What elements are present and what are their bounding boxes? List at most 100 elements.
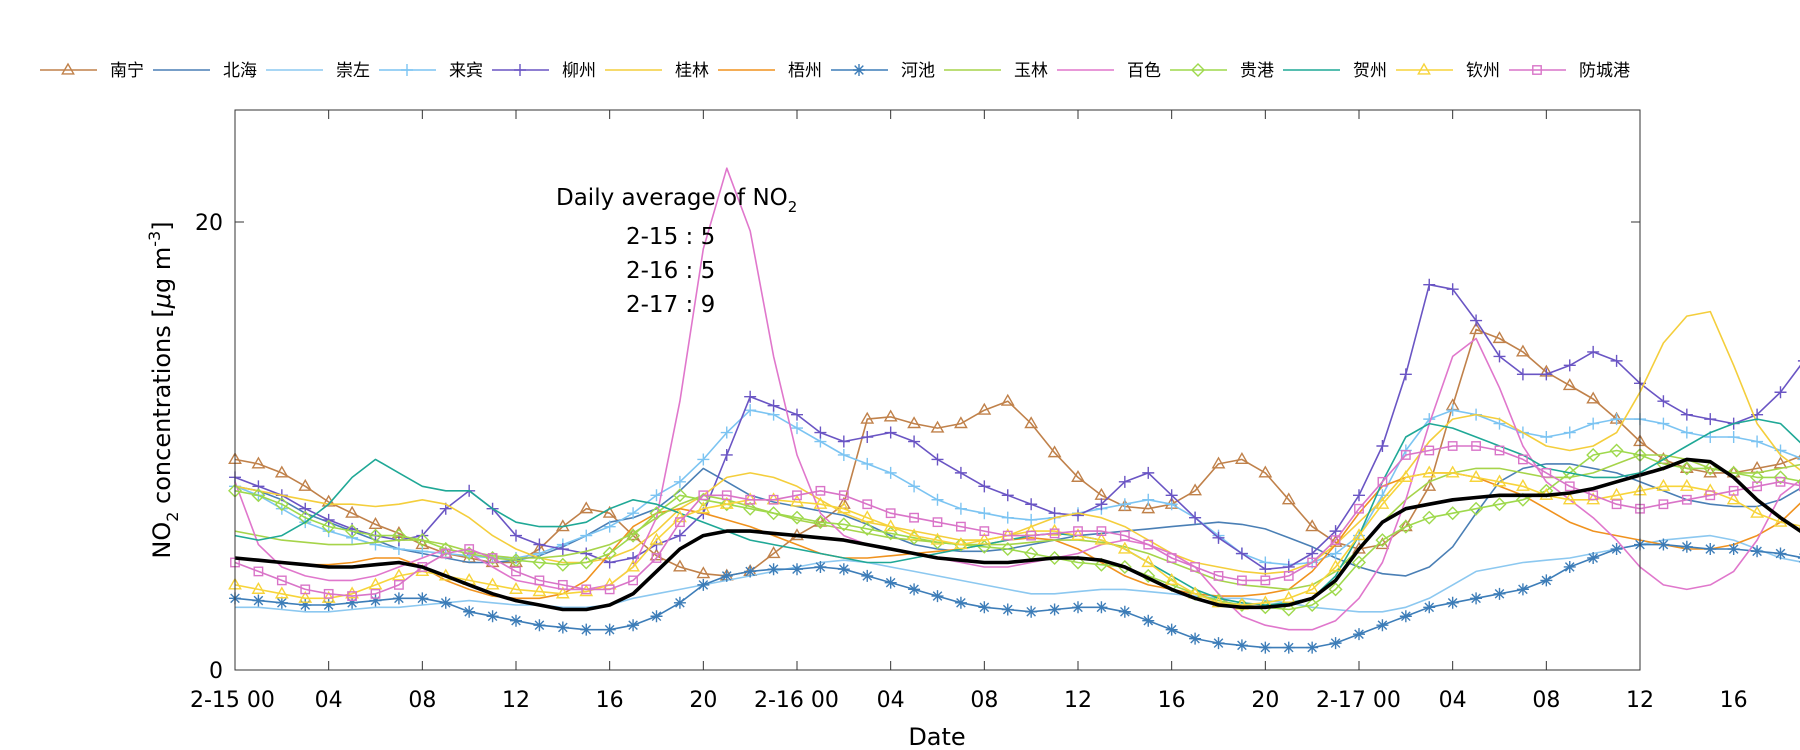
data-point (415, 533, 430, 548)
x-tick-label: 16 (1720, 688, 1748, 713)
data-point (837, 563, 850, 576)
x-tick-label: 12 (1064, 688, 1092, 713)
data-point (1329, 637, 1342, 650)
data-point (1518, 454, 1528, 465)
data-point (1307, 557, 1318, 568)
data-point (1422, 510, 1437, 525)
data-point (299, 502, 312, 515)
data-point (1704, 413, 1717, 426)
data-point (1353, 628, 1365, 641)
data-point (745, 494, 756, 505)
data-point (836, 517, 851, 532)
data-point (1375, 496, 1390, 509)
data-point (720, 448, 733, 461)
data-point (1540, 574, 1553, 587)
data-point (883, 519, 898, 532)
data-point (1071, 469, 1085, 482)
data-point (1541, 467, 1552, 478)
series-5 (229, 278, 1800, 576)
data-point (322, 599, 335, 612)
data-point (370, 588, 381, 599)
data-point (1048, 603, 1061, 616)
series-14 (230, 441, 1800, 601)
data-point (1329, 547, 1342, 560)
data-point (1096, 526, 1107, 537)
data-point (1328, 582, 1343, 597)
data-point (276, 575, 287, 586)
series-line (234, 409, 1800, 566)
data-point (861, 457, 874, 470)
data-point (744, 404, 757, 417)
data-point (979, 526, 990, 537)
data-point (696, 501, 711, 514)
data-point (1750, 470, 1765, 485)
data-point (1400, 450, 1411, 460)
data-point (792, 490, 802, 501)
data-point (510, 614, 522, 627)
series-1 (228, 322, 1800, 581)
data-point (1563, 426, 1576, 439)
data-point (909, 512, 919, 523)
data-point (321, 590, 336, 603)
legend-marker (1191, 63, 1205, 77)
data-point (532, 555, 547, 570)
data-point (1775, 476, 1786, 487)
legend-item: 玉林 (944, 61, 1048, 81)
average-line (234, 457, 1800, 612)
data-point (1493, 350, 1506, 363)
data-point (931, 590, 944, 603)
data-point (509, 553, 523, 568)
data-point (862, 499, 873, 510)
data-point (533, 538, 546, 551)
x-tick-label: 20 (689, 688, 717, 713)
data-point (721, 490, 732, 501)
data-point (1399, 610, 1412, 623)
legend-marker (514, 64, 526, 76)
x-tick-label: 2-15 00 (190, 688, 275, 713)
data-point (1306, 547, 1319, 560)
data-point (298, 478, 313, 491)
data-point (1493, 587, 1506, 600)
legend-label: 玉林 (1014, 61, 1048, 81)
data-point (1492, 474, 1507, 487)
data-point (1142, 614, 1155, 627)
data-point (1189, 511, 1202, 524)
data-point (1445, 506, 1460, 521)
data-point (1727, 431, 1740, 444)
plot-frame (234, 109, 1641, 671)
data-point (1422, 465, 1437, 478)
data-point (1376, 619, 1389, 632)
legend-marker (1532, 65, 1542, 75)
data-point (1470, 592, 1483, 605)
x-tick-label: 20 (1251, 688, 1279, 713)
data-point (978, 507, 991, 520)
data-point (978, 601, 991, 614)
data-point (1587, 417, 1600, 430)
data-point (580, 547, 593, 560)
data-point (697, 578, 710, 591)
legend-item: 钦州 (1396, 61, 1500, 81)
data-point (1657, 417, 1670, 430)
data-point (791, 408, 803, 421)
data-point (1328, 559, 1343, 572)
data-point (1071, 555, 1085, 570)
data-point (533, 619, 546, 632)
data-point (1305, 598, 1320, 613)
x-tick-label: 04 (315, 688, 343, 713)
series-line (234, 472, 1800, 606)
legend-item: 梧州 (718, 61, 822, 81)
legend-item: 来宾 (379, 61, 483, 81)
data-point (1540, 368, 1553, 381)
data-point (532, 584, 547, 597)
data-point (534, 575, 545, 586)
data-point (651, 553, 662, 563)
data-point (1118, 498, 1131, 511)
data-point (1422, 478, 1437, 491)
legend-marker (61, 62, 75, 75)
series-line (234, 283, 1800, 571)
legend-label: 北海 (223, 61, 257, 81)
data-point (1611, 499, 1622, 510)
data-point (1658, 499, 1669, 510)
data-point (369, 594, 382, 607)
